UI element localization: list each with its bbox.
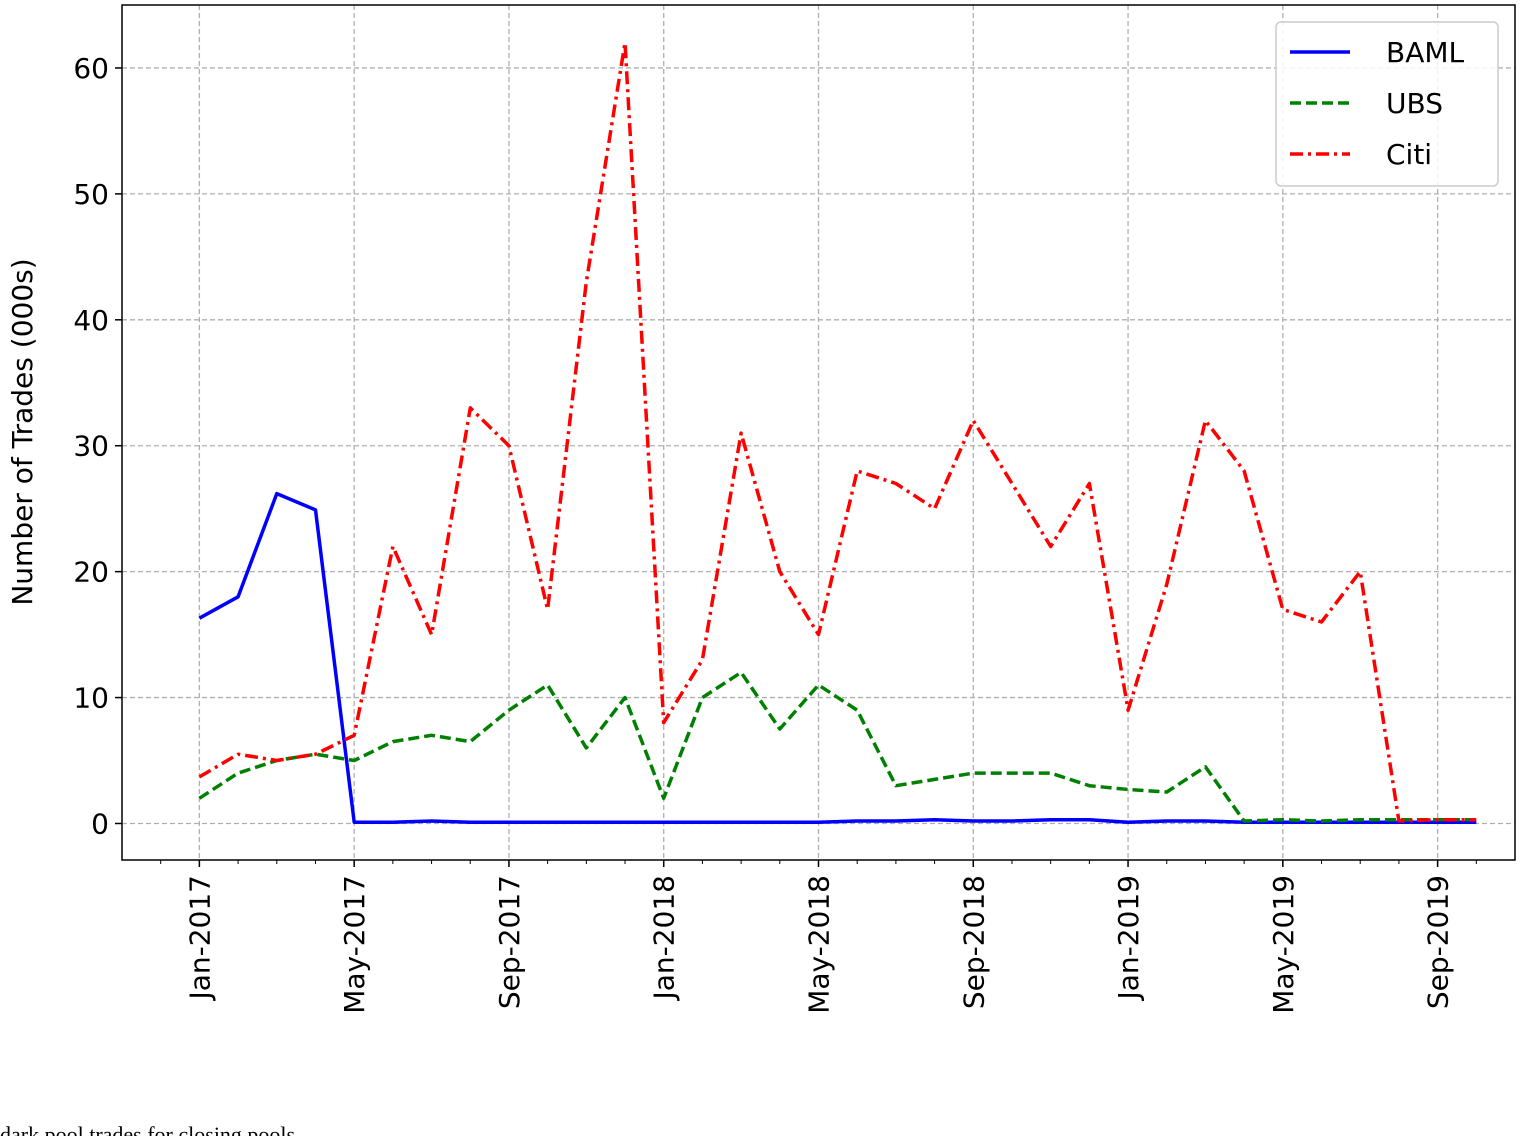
y-tick-label: 20: [73, 556, 109, 589]
y-tick-label: 60: [73, 52, 109, 85]
y-tick-label: 30: [73, 430, 109, 463]
x-tick-label: Sep-2019: [1422, 875, 1455, 1009]
series-line: [198, 670, 1477, 823]
y-tick-label: 50: [73, 178, 109, 211]
legend-box: [1275, 21, 1499, 187]
x-tick-label: Sep-2017: [493, 875, 526, 1009]
series-line: [198, 41, 1477, 823]
x-tick-label: May-2017: [338, 875, 371, 1014]
legend-label: BAML: [1386, 36, 1465, 69]
x-tick-label: May-2018: [803, 875, 836, 1014]
caption: dark pool trades for closing pools: [0, 1122, 295, 1136]
plot-frame: [121, 4, 1516, 861]
y-tick-label: 40: [73, 304, 109, 337]
series-line: [198, 491, 1477, 824]
x-tick-label: May-2019: [1267, 875, 1300, 1014]
x-tick-label: Sep-2018: [957, 875, 990, 1009]
legend-label: Citi: [1386, 138, 1432, 171]
y-axis-label: Number of Trades (000s): [6, 258, 39, 605]
x-tick-label: Jan-2019: [1112, 875, 1145, 1002]
x-tick-label: Jan-2018: [648, 875, 681, 1002]
x-tick-label: Jan-2017: [183, 875, 216, 1002]
y-tick-label: 10: [73, 682, 109, 715]
legend-label: UBS: [1386, 87, 1443, 120]
y-tick-label: 0: [91, 807, 109, 840]
